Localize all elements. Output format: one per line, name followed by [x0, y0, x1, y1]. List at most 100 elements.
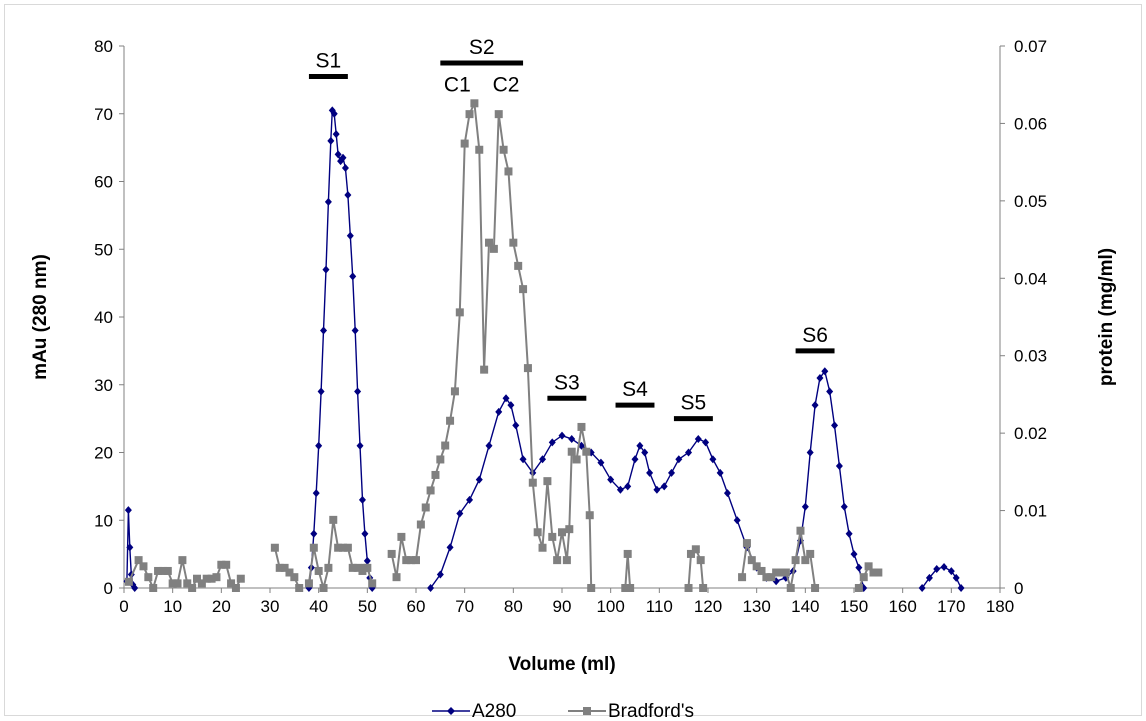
bradford-point [480, 365, 489, 374]
a280-point [597, 458, 605, 467]
bradford-point [455, 308, 464, 317]
a280-point [131, 584, 139, 592]
bradford-point [188, 584, 197, 592]
bradford-point [567, 447, 576, 456]
annotation-label-s4: S4 [622, 378, 648, 401]
bradford-point [193, 574, 201, 583]
a280-point [466, 495, 474, 504]
x-tick-label: 70 [455, 597, 474, 616]
a280-point [126, 543, 134, 552]
bradford-point [392, 573, 401, 582]
bradford-point [178, 556, 187, 565]
bradford-point [416, 520, 425, 529]
bradford-point [402, 556, 411, 565]
annotation-label-s2: S2 [469, 36, 495, 59]
bradford-point [426, 486, 435, 495]
a280-point [933, 565, 941, 574]
bradford-point [368, 579, 377, 588]
a280-point [957, 584, 965, 592]
bradford-point [280, 563, 289, 572]
y-tick-label: 10 [94, 511, 113, 530]
y2-tick-label: 0.03 [1014, 347, 1047, 366]
bradford-point [514, 261, 523, 270]
bradford-point [231, 584, 240, 592]
bradford-point [509, 238, 518, 247]
a280-point [925, 573, 933, 582]
bradford-point [806, 549, 815, 558]
x-tick-label: 30 [261, 597, 280, 616]
chart-frame [4, 4, 1142, 716]
bradford-point [222, 560, 231, 569]
annotation-layer: S1 S2 C1 C2 S3 S4 S5 S6 [308, 36, 835, 422]
legend-item-bradford: Bradford's [568, 701, 694, 721]
y-tick-label: 40 [94, 308, 113, 327]
bradford-point [348, 563, 357, 572]
a280-point [835, 462, 843, 471]
a280-point [806, 448, 814, 457]
y2-tick-label: 0.02 [1014, 424, 1047, 443]
a280-point [801, 502, 809, 511]
a280-point [332, 130, 340, 139]
legend-label-a280: A280 [472, 701, 516, 721]
annotation-label-s5: S5 [681, 392, 707, 415]
x-tick-label: 80 [504, 597, 523, 616]
bradford-point [494, 110, 503, 119]
bradford-point [869, 568, 878, 577]
a280-point [519, 455, 527, 464]
bradford-point [275, 563, 284, 572]
y2-tick-label: 0.04 [1014, 269, 1047, 288]
bradford-point [236, 574, 245, 583]
x-tick-label: 60 [407, 597, 426, 616]
bradford-point [767, 573, 776, 582]
a280-point [495, 407, 503, 416]
a280-point [502, 394, 510, 403]
a280-point [568, 434, 576, 443]
annotation-label-s3: S3 [554, 371, 580, 394]
a280-point [840, 502, 848, 511]
bradford-point [752, 562, 761, 571]
series-bradford [124, 99, 883, 592]
bradford-point [691, 545, 700, 554]
bradford-point [684, 584, 693, 592]
legend-label-bradford: Bradford's [608, 701, 694, 721]
bradford-point [772, 568, 781, 577]
x-tick-label: 130 [742, 597, 770, 616]
bradford-point [585, 511, 594, 520]
bradford-point [158, 566, 167, 575]
x-tick-label: 50 [358, 597, 377, 616]
a280-point [456, 509, 464, 518]
bradford-point [149, 584, 158, 592]
a280-point [344, 191, 352, 200]
a280-point [653, 485, 661, 494]
a280-point [327, 136, 335, 145]
bradford-point [519, 285, 528, 294]
a280-point [310, 529, 318, 538]
bradford-point [446, 416, 455, 425]
a280-point [356, 441, 364, 450]
a280-point [952, 573, 960, 582]
a280-point [940, 562, 948, 571]
a280-point [811, 401, 819, 410]
bradford-point [334, 543, 343, 552]
a280-point [354, 387, 362, 396]
bradford-point [796, 526, 805, 535]
bradford-point [696, 556, 705, 565]
bradford-point [499, 145, 508, 154]
a280-point [709, 455, 717, 464]
a280-point [312, 489, 320, 498]
legend-marker-bradford [583, 707, 591, 715]
bradford-point [173, 579, 182, 588]
y-tick-label: 60 [94, 173, 113, 192]
a280-point [320, 326, 328, 335]
axes-layer: 0 10 20 30 40 50 60 70 80 90 100 110 120 130 140 150 160… [94, 37, 1047, 616]
bradford-point [290, 573, 299, 582]
bradford-point [738, 573, 747, 582]
a280-point [660, 482, 668, 491]
annotation-label-s6: S6 [802, 324, 828, 347]
x-tick-label: 10 [163, 597, 182, 616]
a280-point [436, 570, 444, 579]
x-tick-label: 90 [553, 597, 572, 616]
y-axis-title: mAu (280 nm) [30, 254, 51, 380]
a280-point [821, 367, 829, 376]
y2-tick-label: 0.05 [1014, 192, 1047, 211]
